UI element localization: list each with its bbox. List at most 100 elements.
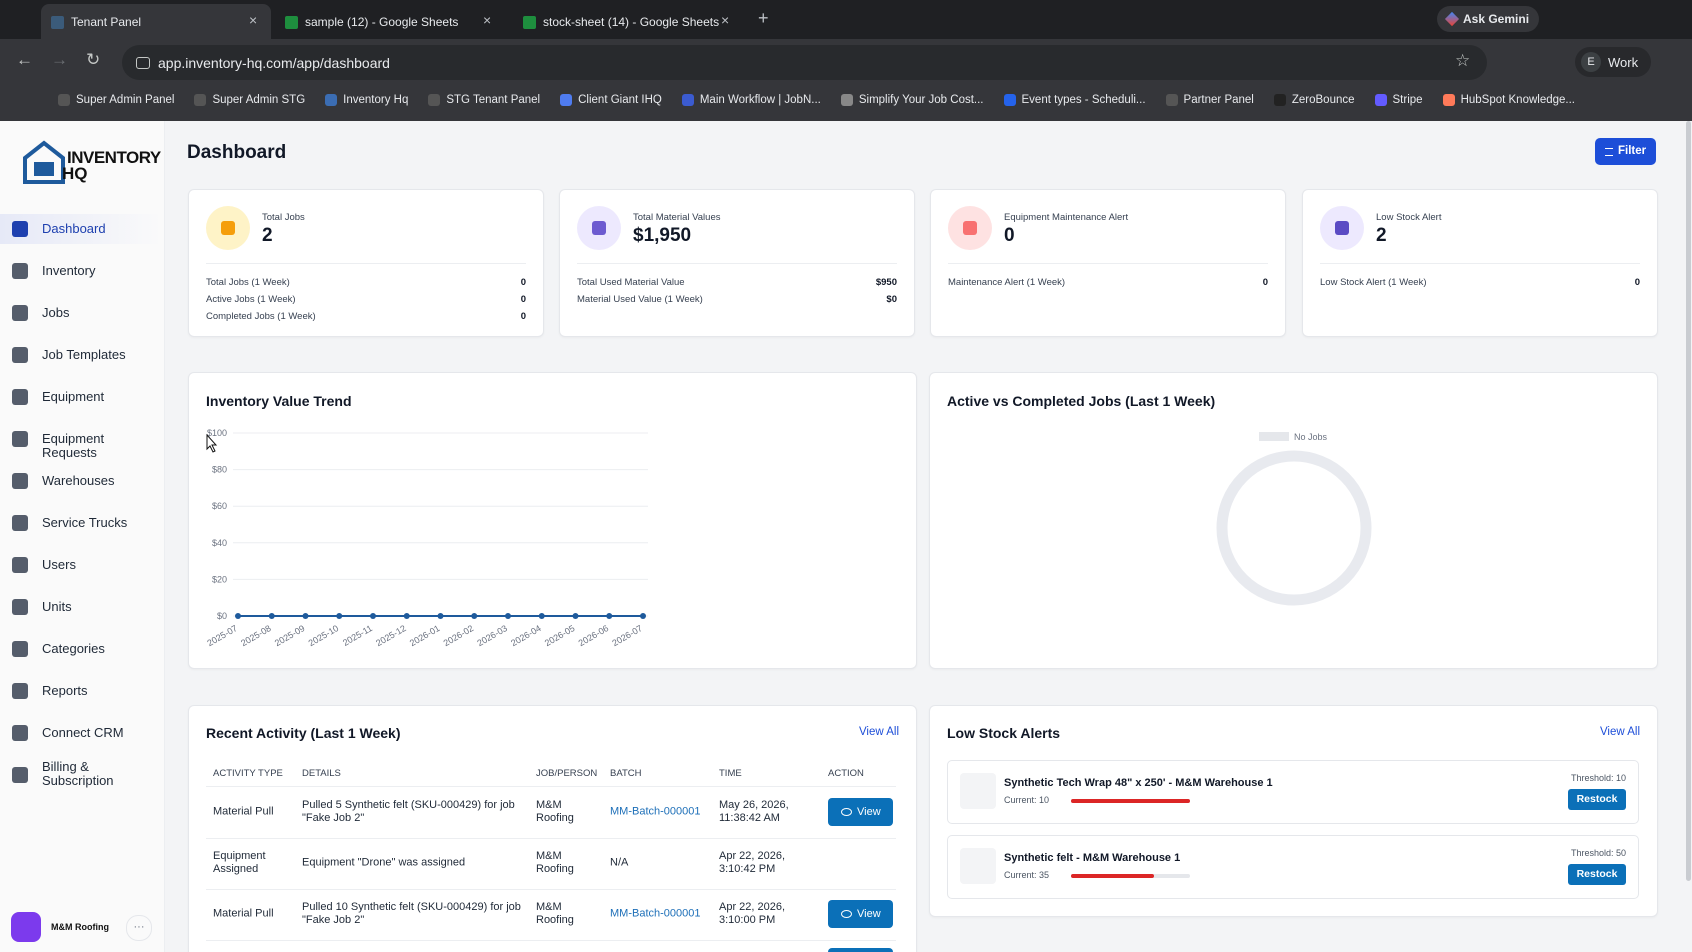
item-current: Current: 10 [1004,795,1050,805]
card-title: Low Stock Alerts [947,725,1061,741]
bookmark[interactable]: Super Admin STG [194,92,305,108]
view-button[interactable]: View [828,798,893,826]
stat-row-label: Low Stock Alert (1 Week) [1320,277,1427,288]
nav-item[interactable]: Service Trucks [0,508,163,538]
user-avatar [11,912,41,942]
bookmark-icon [1165,94,1178,106]
filter-label: Filter [1618,145,1647,157]
bookmark[interactable]: Simplify Your Job Cost... [840,92,984,108]
nav-label: Service Trucks [42,515,128,530]
nav-item[interactable]: Dashboard [0,214,163,244]
stat-row-label: Total Jobs (1 Week) [206,277,290,288]
data-point [370,613,376,619]
divider [577,263,897,264]
view-all-link[interactable]: View All [858,726,899,738]
nav-label: Billing & Subscription [42,759,114,788]
address-bar[interactable]: app.inventory-hq.com/app/dashboard ☆ [122,45,1487,80]
user-menu-button[interactable]: ··· [126,915,152,941]
filter-button[interactable]: Filter [1595,138,1656,165]
data-point [505,613,511,619]
nav-item[interactable]: Billing & Subscription [0,760,163,790]
nav-item[interactable]: Equipment Requests [0,424,163,460]
browser-tab[interactable]: sample (12) - Google Sheets × [275,4,505,39]
tab-title: stock-sheet (14) - Google Sheets [543,15,720,29]
x-tick-label: 2025-07 [205,623,239,648]
stat-row-label: Maintenance Alert (1 Week) [948,277,1066,288]
page-title: Dashboard [187,142,287,163]
row-divider [206,838,896,839]
view-button[interactable] [828,948,893,952]
nav-item[interactable]: Job Templates [0,340,163,370]
restock-button[interactable]: Restock [1568,864,1626,885]
low-stock-card: Low Stock Alerts View All Synthetic Tech W… [929,705,1658,917]
star-icon[interactable]: ☆ [1455,51,1471,70]
stat-row-value: 0 [520,311,526,322]
bookmark[interactable]: Super Admin Panel [58,92,174,108]
bookmark[interactable]: Partner Panel [1165,92,1254,108]
bookmark-label: Super Admin Panel [76,94,175,106]
tab-close: × [249,12,258,28]
nav-label: Equipment [42,389,105,404]
nav-icon [12,305,28,321]
tab-title: Tenant Panel [71,15,142,29]
ask-gemini-button[interactable]: Ask Gemini [1437,6,1539,32]
nav-button[interactable]: ↻ [86,50,101,69]
view-all-link[interactable]: View All [1599,726,1640,738]
bookmark[interactable]: Client Giant IHQ [560,92,662,108]
x-tick-label: 2026-03 [475,623,509,648]
restock-button[interactable]: Restock [1568,789,1626,810]
nav-button[interactable]: → [51,50,68,69]
table-header: ACTIVITY TYPE [213,768,283,779]
scrollbar [1686,121,1691,881]
nav-item[interactable]: Connect CRM [0,718,163,748]
nav-item[interactable]: Inventory [0,256,163,286]
table-cell: Apr 22, 2026, 3:10:00 PM [719,901,786,926]
bookmark-icon [560,94,573,106]
profile-avatar: E [1581,52,1601,72]
nav-item[interactable]: Warehouses [0,466,163,496]
stat-label: Equipment Maintenance Alert [1004,212,1129,223]
data-point [538,613,545,619]
x-tick-label: 2026-01 [408,623,442,648]
bookmark[interactable]: STG Tenant Panel [428,92,540,108]
browser-tab[interactable]: stock-sheet (14) - Google Sheets × [513,4,743,39]
bookmark[interactable]: Event types - Scheduli... [1003,92,1146,108]
bookmark[interactable]: Inventory Hq [325,92,408,108]
table-cell: M&M Roofing [536,799,574,824]
data-point [640,613,646,619]
table-cell: N/A [610,856,629,869]
bookmark[interactable]: Main Workflow | JobN... [681,92,821,108]
stat-icon-glyph [963,221,977,235]
stat-row-value: $0 [886,294,897,305]
nav-item[interactable]: Jobs [0,298,163,328]
nav-item[interactable]: Users [0,550,163,580]
nav-label: Job Templates [42,347,126,362]
nav-icon [12,263,28,279]
view-button[interactable]: View [828,900,893,928]
stat-row-value: 0 [1262,277,1268,288]
bookmark[interactable]: Stripe [1374,92,1423,108]
profile-button[interactable]: E Work [1575,47,1651,77]
bookmark[interactable]: ZeroBounce [1273,92,1355,108]
nav-icon [12,557,28,573]
table-header: DETAILS [302,768,341,779]
table-cell: Pulled 10 Synthetic felt (SKU-000429) fo… [302,901,521,926]
nav-icon [12,473,28,489]
stat-row-label: Completed Jobs (1 Week) [206,311,316,322]
tab-icon [285,16,298,29]
new-tab-button[interactable]: + [758,8,769,28]
table-cell: M&M Roofing [536,850,574,875]
data-point [403,613,410,619]
divider [206,263,526,264]
profile-name: Work [1608,55,1639,70]
nav-item[interactable]: Equipment [0,382,163,412]
nav-button[interactable]: ← [16,50,33,69]
bookmark[interactable]: HubSpot Knowledge... [1442,92,1575,108]
data-point [268,613,275,619]
nav-item[interactable]: Categories [0,634,163,664]
nav-label: Dashboard [42,221,106,236]
nav-item[interactable]: Units [0,592,163,622]
nav-item[interactable]: Reports [0,676,163,706]
browser-tab[interactable]: Tenant Panel × [41,4,271,39]
item-thumbnail [960,773,996,809]
